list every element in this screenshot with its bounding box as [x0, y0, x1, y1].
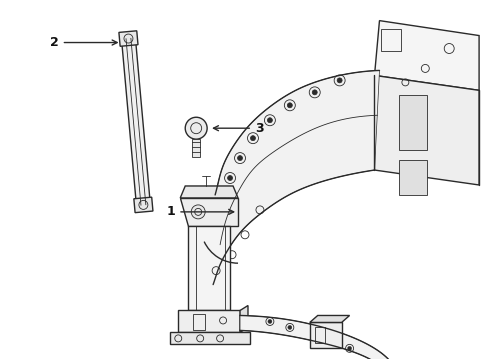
Bar	[171, 332, 250, 345]
Circle shape	[218, 193, 228, 203]
Circle shape	[224, 172, 236, 184]
Polygon shape	[240, 315, 390, 360]
Circle shape	[337, 78, 342, 83]
Circle shape	[334, 75, 345, 86]
Bar	[188, 226, 230, 310]
Circle shape	[347, 346, 352, 350]
Polygon shape	[374, 21, 479, 90]
Polygon shape	[310, 315, 349, 323]
Circle shape	[220, 195, 225, 201]
Circle shape	[284, 100, 295, 111]
Polygon shape	[213, 71, 379, 285]
Bar	[399, 160, 427, 195]
Polygon shape	[240, 306, 248, 332]
Circle shape	[287, 103, 293, 108]
Circle shape	[309, 87, 320, 98]
Text: 1: 1	[167, 205, 234, 219]
Circle shape	[216, 215, 220, 220]
Circle shape	[191, 205, 205, 219]
Circle shape	[312, 90, 317, 95]
Circle shape	[247, 133, 258, 144]
Text: 3: 3	[214, 122, 264, 135]
Circle shape	[288, 325, 292, 329]
Circle shape	[227, 176, 233, 180]
Circle shape	[238, 156, 243, 161]
Bar	[399, 95, 427, 150]
Bar	[315, 328, 325, 343]
Circle shape	[265, 115, 275, 126]
Bar	[193, 315, 205, 330]
Circle shape	[268, 118, 272, 123]
Text: 2: 2	[50, 36, 117, 49]
Polygon shape	[180, 186, 238, 198]
Circle shape	[185, 117, 207, 139]
Polygon shape	[180, 198, 238, 226]
Polygon shape	[134, 197, 153, 213]
Circle shape	[250, 136, 255, 141]
Bar	[192, 139, 200, 157]
Circle shape	[235, 153, 245, 163]
Polygon shape	[122, 38, 150, 206]
Bar	[178, 310, 240, 332]
Bar	[310, 323, 342, 348]
Polygon shape	[374, 75, 479, 185]
Circle shape	[213, 212, 223, 223]
Polygon shape	[119, 31, 138, 46]
Circle shape	[268, 319, 272, 323]
Bar	[382, 28, 401, 50]
